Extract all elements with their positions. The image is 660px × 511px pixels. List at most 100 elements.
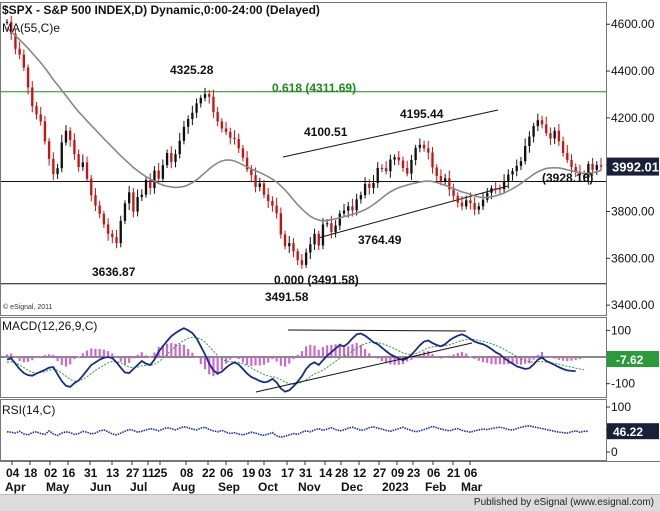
macd-histogram-bar xyxy=(212,357,215,377)
rsi-last-label: 46.22 xyxy=(613,425,643,439)
candle-body xyxy=(149,179,152,189)
macd-histogram-bar xyxy=(140,352,143,357)
macd-histogram-bar xyxy=(283,357,287,367)
macd-histogram-bar xyxy=(334,344,337,357)
macd-histogram-bar xyxy=(225,357,228,364)
macd-histogram-bar xyxy=(144,355,148,357)
macd-line xyxy=(6,327,576,393)
macd-histogram-bar xyxy=(418,354,421,357)
macd-histogram-bar xyxy=(351,344,354,357)
last-price-label: 3992.01 xyxy=(612,160,659,175)
macd-histogram-bar xyxy=(414,357,417,358)
macd-histogram-bar xyxy=(300,351,303,357)
candle-body xyxy=(275,205,278,214)
candle-body xyxy=(574,167,577,172)
macd-histogram-bar xyxy=(444,357,447,358)
candle-body xyxy=(591,164,594,170)
candle-body xyxy=(250,169,253,176)
x-day-label: 09 xyxy=(391,466,405,480)
price-tick-label: 4400.00 xyxy=(611,64,655,78)
candle-body xyxy=(414,147,417,161)
candle-body xyxy=(237,138,240,149)
macd-histogram-bar xyxy=(490,357,493,365)
macd-histogram-bar xyxy=(43,355,46,357)
macd-histogram-bar xyxy=(380,357,383,362)
macd-histogram-bar xyxy=(229,357,232,360)
macd-histogram-bar xyxy=(326,345,329,357)
candle-body xyxy=(69,130,72,141)
chart-canvas[interactable]: 3400.003600.003800.004000.004200.004400.… xyxy=(0,0,660,494)
candle-body xyxy=(102,213,106,225)
macd-histogram-bar xyxy=(545,355,548,357)
x-day-label: 31 xyxy=(84,466,98,480)
macd-histogram-bar xyxy=(98,349,101,357)
rsi-tick-label: 100 xyxy=(611,400,631,414)
candle-body xyxy=(393,157,396,160)
macd-histogram-bar xyxy=(578,357,581,360)
candle-body xyxy=(406,167,409,174)
candle-body xyxy=(18,48,21,55)
macd-histogram-bar xyxy=(515,357,518,365)
macd-histogram-bar xyxy=(498,357,501,365)
candle-body xyxy=(448,178,451,190)
candle-body xyxy=(140,194,143,198)
rsi-tick-label: 0 xyxy=(611,445,618,459)
macd-histogram-bar xyxy=(267,357,270,363)
x-day-label: 11 xyxy=(142,466,155,480)
candle-body xyxy=(427,148,430,153)
candle-body xyxy=(486,192,489,200)
x-day-label: 17 xyxy=(281,466,295,480)
macd-histogram-bar xyxy=(448,355,451,357)
macd-histogram-bar xyxy=(313,345,316,357)
candle-body xyxy=(111,233,114,238)
x-month-label: Mar xyxy=(461,480,483,494)
macd-histogram-bar xyxy=(410,357,413,360)
x-day-label: 16 xyxy=(62,466,76,480)
macd-histogram-bar xyxy=(81,353,84,357)
macd-histogram-bar xyxy=(69,357,72,365)
candle-body xyxy=(401,160,405,168)
candle-body xyxy=(595,165,598,170)
x-day-label: 19 xyxy=(242,466,256,480)
ma-line xyxy=(6,27,602,222)
candle-body xyxy=(174,154,177,162)
macd-histogram-bar xyxy=(107,351,110,357)
macd-histogram-bar xyxy=(128,357,131,363)
x-month-label: Aug xyxy=(172,480,195,494)
macd-histogram-bar xyxy=(166,343,169,357)
macd-histogram-bar xyxy=(519,357,523,365)
macd-histogram-bar xyxy=(406,357,409,362)
rsi-label: RSI(14,C) xyxy=(2,403,55,417)
x-day-label: 27 xyxy=(126,466,140,480)
candle-body xyxy=(557,130,561,142)
macd-histogram-bar xyxy=(233,357,236,358)
macd-tick-label: 100 xyxy=(611,323,631,337)
price-annotation: 4195.44 xyxy=(400,107,444,121)
candle-body xyxy=(153,170,156,189)
macd-histogram-bar xyxy=(27,357,30,362)
candle-body xyxy=(443,178,447,182)
candle-body xyxy=(123,203,127,221)
candle-body xyxy=(128,192,131,204)
candle-body xyxy=(313,233,316,245)
macd-histogram-bar xyxy=(342,347,346,357)
macd-histogram-bar xyxy=(85,350,89,357)
footer-bar: Published by eSignal (www.esignal.com) xyxy=(0,494,660,511)
x-day-label: 02 xyxy=(44,466,58,480)
rsi-line xyxy=(6,425,589,438)
macd-histogram-bar xyxy=(292,357,295,360)
candle-body xyxy=(35,106,38,115)
rsi-last-box xyxy=(607,423,659,440)
candle-body xyxy=(245,157,249,170)
candle-body xyxy=(220,121,224,129)
macd-histogram-bar xyxy=(317,349,320,357)
rsi-panel xyxy=(0,399,607,461)
candle-body xyxy=(528,136,531,146)
x-day-label: 21 xyxy=(447,466,461,480)
macd-signal-line xyxy=(6,336,585,385)
macd-histogram-bar xyxy=(477,357,480,361)
candle-body xyxy=(545,124,548,134)
macd-histogram-bar xyxy=(431,353,434,357)
candle-body xyxy=(195,103,198,113)
macd-histogram-bar xyxy=(220,357,223,370)
